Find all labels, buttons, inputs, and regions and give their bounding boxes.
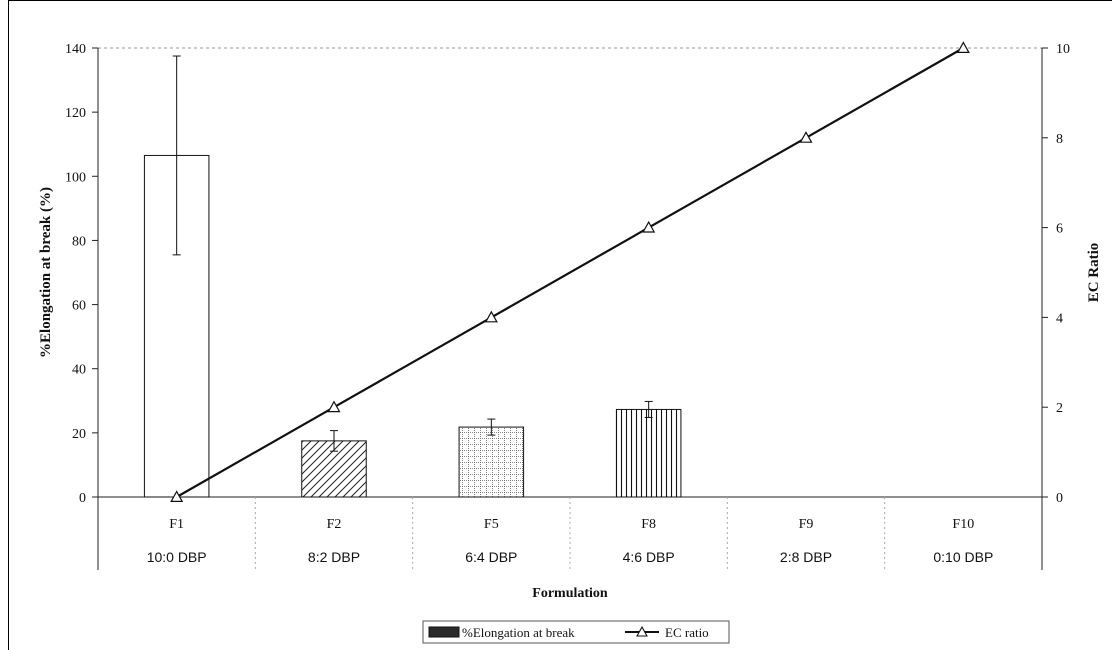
right-tick-label: 6 xyxy=(1056,222,1063,237)
category-code-label: F2 xyxy=(327,517,342,532)
bar-series xyxy=(143,55,682,498)
ec-ratio-marker xyxy=(327,400,341,413)
right-tick-label: 2 xyxy=(1056,401,1063,416)
chart-frame xyxy=(8,0,1112,650)
left-tick-label: 0 xyxy=(79,491,86,506)
axis-labels: 0 20 40 60 80 100 120 140 0 2 4 6 8 10 F1 10:0 DBP F2 8:2… xyxy=(38,42,1102,601)
category-code-label: F5 xyxy=(484,517,499,532)
ec-ratio-marker xyxy=(170,490,184,502)
category-code-label: F8 xyxy=(641,517,656,532)
right-tick-label: 4 xyxy=(1056,311,1063,326)
right-tick-label: 0 xyxy=(1056,491,1063,506)
legend-box xyxy=(422,620,730,644)
left-tick-label: 60 xyxy=(72,299,86,314)
category-ratio-label: 6:4 DBP xyxy=(465,549,517,565)
ec-ratio-marker xyxy=(642,220,656,233)
category-ratio-label: 8:2 DBP xyxy=(308,549,360,565)
axes-structure xyxy=(92,47,1048,570)
category-code-label: F10 xyxy=(952,517,974,532)
line-series xyxy=(170,41,970,502)
right-axis-title: EC Ratio xyxy=(1086,243,1102,303)
ec-ratio-line xyxy=(176,47,964,498)
category-ratio-label: 4:6 DBP xyxy=(623,549,675,565)
left-axis-title: %Elongation at break (%) xyxy=(38,187,54,358)
legend-swatch-bars xyxy=(428,626,460,638)
left-tick-label: 20 xyxy=(72,427,86,442)
category-ratio-label: 0:10 DBP xyxy=(933,549,993,565)
bar-f8 xyxy=(615,408,682,498)
ec-ratio-marker xyxy=(956,41,970,54)
right-tick-label: 8 xyxy=(1056,132,1063,147)
x-axis-title: Formulation xyxy=(532,586,608,601)
legend-label-line: EC ratio xyxy=(665,625,709,640)
left-tick-label: 140 xyxy=(65,42,86,57)
category-ratio-label: 10:0 DBP xyxy=(147,549,207,565)
left-tick-label: 120 xyxy=(65,106,86,121)
category-code-label: F9 xyxy=(799,517,814,532)
right-tick-label: 10 xyxy=(1056,42,1070,57)
legend-label-bars: %Elongation at break xyxy=(462,625,575,640)
category-code-label: F1 xyxy=(169,517,184,532)
left-tick-label: 80 xyxy=(72,234,86,249)
legend-swatch-marker xyxy=(636,625,648,637)
ec-ratio-marker xyxy=(484,310,498,323)
left-tick-label: 40 xyxy=(72,363,86,378)
category-ratio-label: 2:8 DBP xyxy=(780,549,832,565)
ec-ratio-marker xyxy=(799,131,813,143)
left-tick-label: 100 xyxy=(65,170,86,185)
bar-f5 xyxy=(458,426,525,498)
legend: %Elongation at break EC ratio xyxy=(422,620,730,644)
